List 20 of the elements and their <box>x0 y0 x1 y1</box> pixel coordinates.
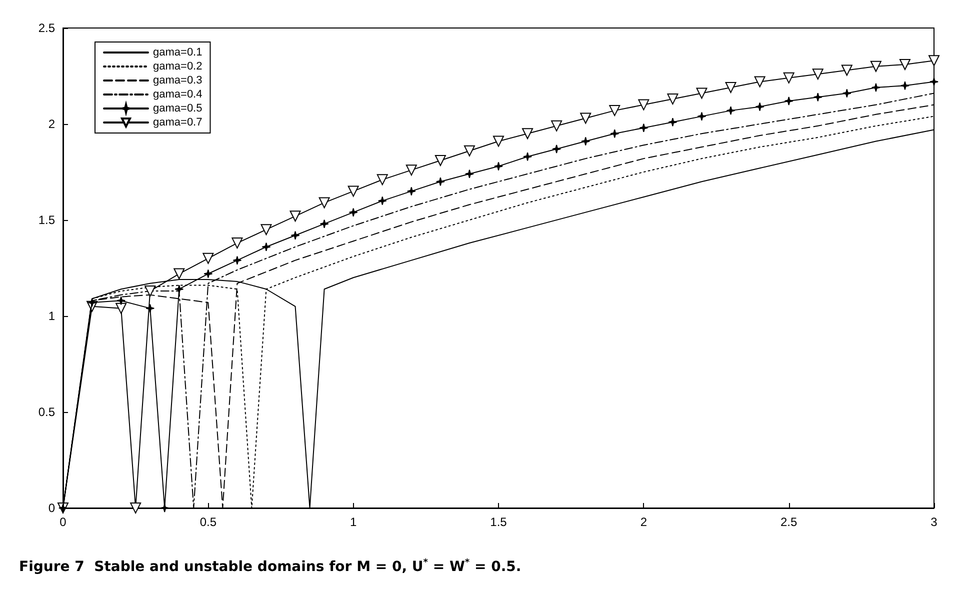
y-tick-label: 2 <box>48 117 56 131</box>
y-tick-label: 2.5 <box>38 21 56 35</box>
x-tick-label: 3 <box>930 515 938 529</box>
x-tick-label: 1.5 <box>490 515 508 529</box>
legend-label: gama=0.4 <box>153 88 202 100</box>
y-tick-label: 0.5 <box>38 405 56 419</box>
x-tick-label: 1 <box>350 515 357 529</box>
legend-label: gama=0.2 <box>153 60 202 72</box>
y-tick-label: 1 <box>48 309 56 323</box>
text: Figure 7 Stable and unstable domains for M = 0, U* = W* = 0.5. <box>19 558 522 575</box>
legend-label: gama=0.1 <box>153 46 202 58</box>
x-tick-label: 0.5 <box>200 515 217 529</box>
legend-label: gama=0.7 <box>153 116 202 128</box>
x-tick-label: 0 <box>60 515 67 529</box>
y-tick-label: 1.5 <box>38 213 56 227</box>
x-tick-label: 2 <box>640 515 648 529</box>
legend-label: gama=0.3 <box>153 74 202 86</box>
y-tick-label: 0 <box>48 501 56 515</box>
legend-label: gama=0.5 <box>153 102 202 114</box>
x-tick-label: 2.5 <box>780 515 798 529</box>
